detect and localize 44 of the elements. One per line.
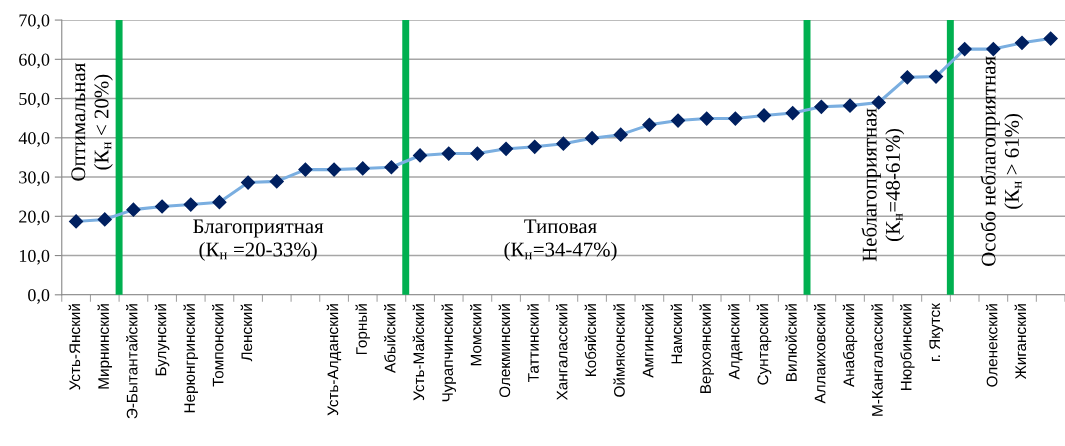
annotation: Неблагоприятная (К$_{н}$=48-61%) — [861, 108, 905, 262]
x-tick-label: Вилюйский — [785, 304, 797, 381]
x-tick-label: Абыйский — [384, 304, 396, 373]
x-tick-label: г. Якутск — [929, 303, 944, 361]
x-tick-label: Ленский — [240, 304, 253, 362]
x-tick-label: Олекминский — [498, 304, 511, 398]
x-tick-label: Усть-Майский — [412, 304, 425, 401]
x-tick-label: Нюрбинский — [900, 304, 915, 390]
x-tick-label: Усть-Алданский — [326, 304, 342, 416]
y-tick-label: 10,0 — [19, 249, 50, 265]
x-tick-label: Мирнинский — [97, 304, 113, 389]
x-tick-label: Оленекский — [985, 304, 998, 387]
annotation: Оптимальная (К$_{н}$ < 20%) — [71, 63, 113, 181]
x-tick-label: М-Кангаласский — [871, 304, 883, 416]
x-tick-label: Э-Бытантайский — [126, 304, 138, 419]
x-tick-label: Момский — [470, 304, 482, 366]
annotation: Типовая (К$_{н}$=34-47%) — [504, 219, 617, 261]
annotation: Благоприятная (К$_{н}$ =20-33%) — [193, 219, 324, 261]
x-tick-label: Томпонский — [212, 304, 224, 387]
y-tick-label: 50,0 — [19, 92, 50, 108]
x-tick-label: Горный — [355, 304, 370, 355]
annotation: Особо неблагоприятная (К$_{н}$ > 61%) — [980, 56, 1024, 266]
y-tick-label: 60,0 — [19, 53, 50, 69]
x-tick-label: Оймяконский — [613, 304, 625, 397]
x-tick-label: Алданский — [728, 304, 743, 380]
x-tick-label: Верхоянский — [699, 304, 714, 393]
y-tick-label: 20,0 — [19, 210, 50, 226]
x-tick-label: Намский — [670, 304, 683, 364]
x-tick-label: Булунский — [154, 304, 170, 376]
x-tick-label: Усть-Янский — [68, 304, 81, 390]
x-tick-label: Кобяйский — [584, 304, 597, 376]
x-tick-label: Анабарский — [842, 304, 858, 388]
x-tick-label: Таттинский — [527, 304, 539, 382]
y-tick-label: 0,0 — [28, 289, 50, 304]
x-tick-label: Нерюнгринский — [183, 304, 199, 413]
x-tick-label: Чурапчинский — [441, 304, 456, 402]
y-tick-label: 70,0 — [19, 14, 50, 30]
x-tick-label: Аллаиховский — [813, 304, 826, 404]
x-tick-label: Жиганский — [1014, 304, 1027, 380]
y-tick-label: 40,0 — [18, 132, 50, 147]
x-tick-label: Амгинский — [641, 304, 654, 378]
x-tick-label: Хангаласский — [556, 304, 568, 401]
x-tick-label: Сунтарский — [756, 304, 772, 385]
y-tick-label: 30,0 — [19, 171, 50, 187]
